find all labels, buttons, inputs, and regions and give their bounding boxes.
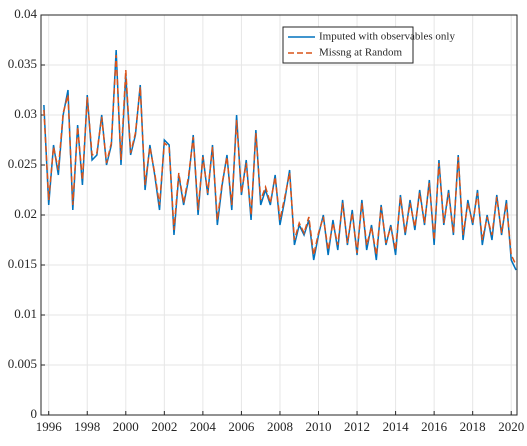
y-tick-label: 0.04 (14, 6, 37, 21)
y-tick-label: 0.035 (8, 56, 37, 71)
x-tick-label: 2014 (383, 419, 410, 434)
x-tick-label: 2010 (306, 419, 332, 434)
x-tick-label: 2020 (498, 419, 524, 434)
y-tick-label: 0.025 (8, 156, 37, 171)
legend-box (282, 26, 414, 64)
x-tick-label: 2000 (113, 419, 139, 434)
x-tick-label: 2004 (190, 419, 217, 434)
y-tick-label: 0.015 (8, 256, 37, 271)
legend-label: Missng at Random (319, 47, 403, 59)
x-tick-label: 2006 (228, 419, 255, 434)
y-tick-label: 0.01 (14, 306, 37, 321)
y-tick-label: 0.005 (8, 356, 37, 371)
y-tick-label: 0.03 (14, 106, 37, 121)
x-tick-label: 2002 (151, 419, 177, 434)
series-line (43, 54, 517, 266)
x-tick-label: 1996 (36, 419, 63, 434)
x-tick-label: 2008 (267, 419, 293, 434)
axes-box (40, 14, 518, 416)
legend: Imputed with observables only Missng at R… (282, 26, 455, 64)
legend-label: Imputed with observables only (319, 31, 455, 43)
y-tick-label: 0.02 (14, 206, 37, 221)
x-tick-label: 2016 (421, 419, 448, 434)
x-tick-label: 1998 (74, 419, 100, 434)
x-tick-label: 2012 (344, 419, 370, 434)
y-tick-label: 0 (31, 406, 38, 421)
x-tick-label: 2018 (460, 419, 486, 434)
